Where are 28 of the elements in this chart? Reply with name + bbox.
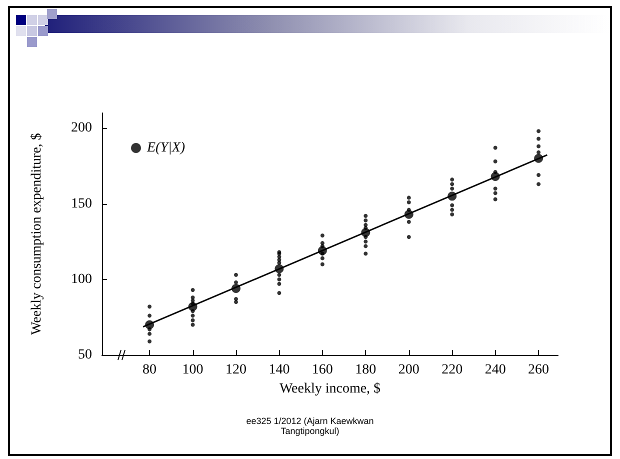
x-tick-label: 80	[142, 362, 157, 378]
y-tick-label: 150	[71, 196, 92, 212]
point	[232, 284, 240, 293]
x-tick-label: 220	[442, 362, 463, 378]
x-tick-label: 160	[312, 362, 333, 378]
text: ee325 1/2012 (Ajarn Kaewkwan Tangtipongkul)	[245, 416, 375, 436]
point	[534, 154, 544, 163]
x-tick-label: 260	[528, 362, 550, 378]
legend-label: E(Y|X)	[146, 140, 186, 156]
point	[404, 210, 414, 219]
point	[188, 302, 198, 312]
y-tick-label: 100	[71, 272, 92, 287]
y-axis-title: Weekly consumption expenditure, $	[30, 133, 44, 335]
x-tick-label: 180	[355, 362, 376, 378]
point	[318, 246, 327, 256]
x-tick-label: 120	[225, 362, 246, 378]
point	[145, 320, 154, 330]
x-tick-label: 140	[268, 362, 290, 378]
x-tick-label: 240	[484, 362, 506, 378]
point	[490, 172, 500, 182]
x-axis-title: Weekly income, $	[279, 381, 381, 396]
x-tick-label: 200	[398, 362, 420, 378]
point	[448, 192, 457, 201]
x-tick-label: 100	[182, 362, 204, 378]
point	[361, 228, 370, 237]
y-tick-label: 50	[78, 348, 92, 362]
y-tick-label: 200	[71, 120, 92, 136]
point	[274, 264, 284, 274]
